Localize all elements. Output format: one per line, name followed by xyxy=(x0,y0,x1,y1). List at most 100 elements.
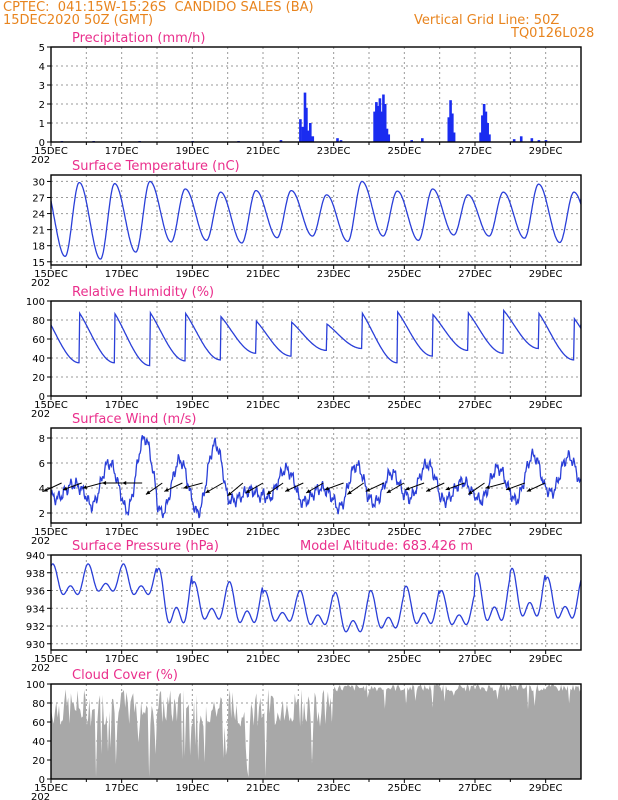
y-tick-label: 30 xyxy=(32,177,45,188)
y-tick-label: 60 xyxy=(32,718,45,729)
x-tick-label: 21DEC xyxy=(246,400,280,411)
wind-arrow xyxy=(102,481,123,485)
wind-arrow xyxy=(467,482,485,495)
x-tick-label: 17DEC xyxy=(105,146,139,157)
x-tick-label: 27DEC xyxy=(458,146,492,157)
y-tick-label: 6 xyxy=(39,459,45,470)
precip-bar xyxy=(482,104,486,142)
y-tick-label: 4 xyxy=(39,484,45,495)
x-tick-label: 19DEC xyxy=(175,654,209,665)
y-tick-label: 20 xyxy=(32,373,45,384)
precip-bar xyxy=(376,105,380,142)
year-fragment: 202 xyxy=(31,155,50,166)
station-title: CPTEC: 041:15W-15:26S CANDIDO SALES (BA) xyxy=(3,0,314,15)
wind-arrow xyxy=(324,482,344,491)
x-tick-label: 29DEC xyxy=(529,400,563,411)
precip-bar xyxy=(544,140,548,142)
y-tick-label: 938 xyxy=(26,569,45,580)
temperature-title: Surface Temperature (nC) xyxy=(72,159,240,174)
wind-speed-line xyxy=(50,435,582,519)
precip-bar xyxy=(383,104,387,142)
y-tick-label: 20 xyxy=(32,756,45,767)
y-tick-label: 24 xyxy=(32,210,45,221)
wind-arrow xyxy=(82,482,103,490)
x-tick-label: 21DEC xyxy=(246,654,280,665)
x-tick-label: 23DEC xyxy=(317,527,351,538)
panel-border xyxy=(50,427,582,524)
x-tick-label: 29DEC xyxy=(529,654,563,665)
x-tick-label: 19DEC xyxy=(175,269,209,280)
precip-bar xyxy=(488,134,491,142)
precip-bar xyxy=(385,128,389,142)
x-tick-label: 21DEC xyxy=(246,527,280,538)
precip-bar xyxy=(375,102,378,142)
x-tick-label: 17DEC xyxy=(105,527,139,538)
year-fragment: 202 xyxy=(31,663,50,674)
panel-border xyxy=(50,46,582,143)
x-tick-label: 23DEC xyxy=(317,400,351,411)
year-fragment: 202 xyxy=(31,409,50,420)
x-tick-label: 29DEC xyxy=(529,527,563,538)
precip-bar xyxy=(299,119,302,142)
precip-bar xyxy=(447,117,451,142)
x-tick-label: 25DEC xyxy=(387,400,421,411)
panel-border xyxy=(50,174,582,266)
y-tick-label: 0 xyxy=(39,138,45,149)
panel-border xyxy=(50,300,582,397)
y-tick-label: 934 xyxy=(26,604,45,615)
precip-bar xyxy=(311,136,315,142)
y-tick-label: 932 xyxy=(26,622,45,633)
precip-bar xyxy=(484,111,488,142)
precip-bar xyxy=(410,140,413,142)
x-tick-label: 29DEC xyxy=(529,269,563,280)
pressure-title: Surface Pressure (hPa) xyxy=(72,539,219,554)
panel-4: 2 4 6 8 15DEC 17DEC 19DEC 21DEC 23DEC 25DEC 27DEC 2… xyxy=(31,428,582,547)
x-tick-label: 23DEC xyxy=(317,654,351,665)
year-fragment: 202 xyxy=(31,792,50,800)
x-tick-label: 27DEC xyxy=(458,527,492,538)
y-tick-label: 3 xyxy=(39,81,45,92)
wind-arrow xyxy=(122,481,143,485)
pressure-line xyxy=(50,563,582,633)
precip-bar xyxy=(307,130,310,142)
wind-arrow xyxy=(245,482,264,494)
model-id: TQ0126L028 xyxy=(511,26,595,41)
wind-arrow xyxy=(183,482,203,490)
wind-arrow xyxy=(284,482,304,492)
x-tick-label: 23DEC xyxy=(317,146,351,157)
x-tick-label: 27DEC xyxy=(458,654,492,665)
wind-arrow xyxy=(227,482,244,497)
y-tick-label: 2 xyxy=(39,100,45,111)
cloud-cover-area xyxy=(51,684,581,779)
year-fragment: 202 xyxy=(31,536,50,547)
x-tick-label: 27DEC xyxy=(458,400,492,411)
x-tick-label: 15DEC xyxy=(34,400,68,411)
y-tick-label: 27 xyxy=(32,194,45,205)
precip-bar xyxy=(378,98,382,142)
precip-bar xyxy=(479,132,482,142)
x-tick-label: 17DEC xyxy=(105,400,139,411)
humidity-line xyxy=(50,308,582,367)
x-tick-label: 15DEC xyxy=(34,783,68,794)
precip-bar xyxy=(336,138,339,142)
year-fragment: 202 xyxy=(31,278,50,289)
cloud-cover-title: Cloud Cover (%) xyxy=(72,668,178,683)
x-tick-label: 19DEC xyxy=(175,400,209,411)
y-tick-label: 80 xyxy=(32,316,45,327)
x-tick-label: 29DEC xyxy=(529,146,563,157)
wind-arrow xyxy=(405,482,425,491)
model-altitude: Model Altitude: 683.426 m xyxy=(300,539,473,554)
precip-bar xyxy=(519,136,523,142)
precipitation-title: Precipitation (mm/h) xyxy=(72,31,205,46)
x-tick-label: 17DEC xyxy=(105,269,139,280)
precip-bar xyxy=(537,140,541,142)
x-tick-label: 25DEC xyxy=(387,527,421,538)
y-tick-label: 4 xyxy=(39,62,45,73)
panel-border xyxy=(50,683,582,780)
y-tick-label: 21 xyxy=(32,226,45,237)
x-tick-label: 29DEC xyxy=(529,783,563,794)
panel-border xyxy=(50,554,582,651)
y-tick-label: 15 xyxy=(32,258,45,269)
wind-arrow xyxy=(445,482,465,491)
wind-arrow xyxy=(425,482,445,492)
